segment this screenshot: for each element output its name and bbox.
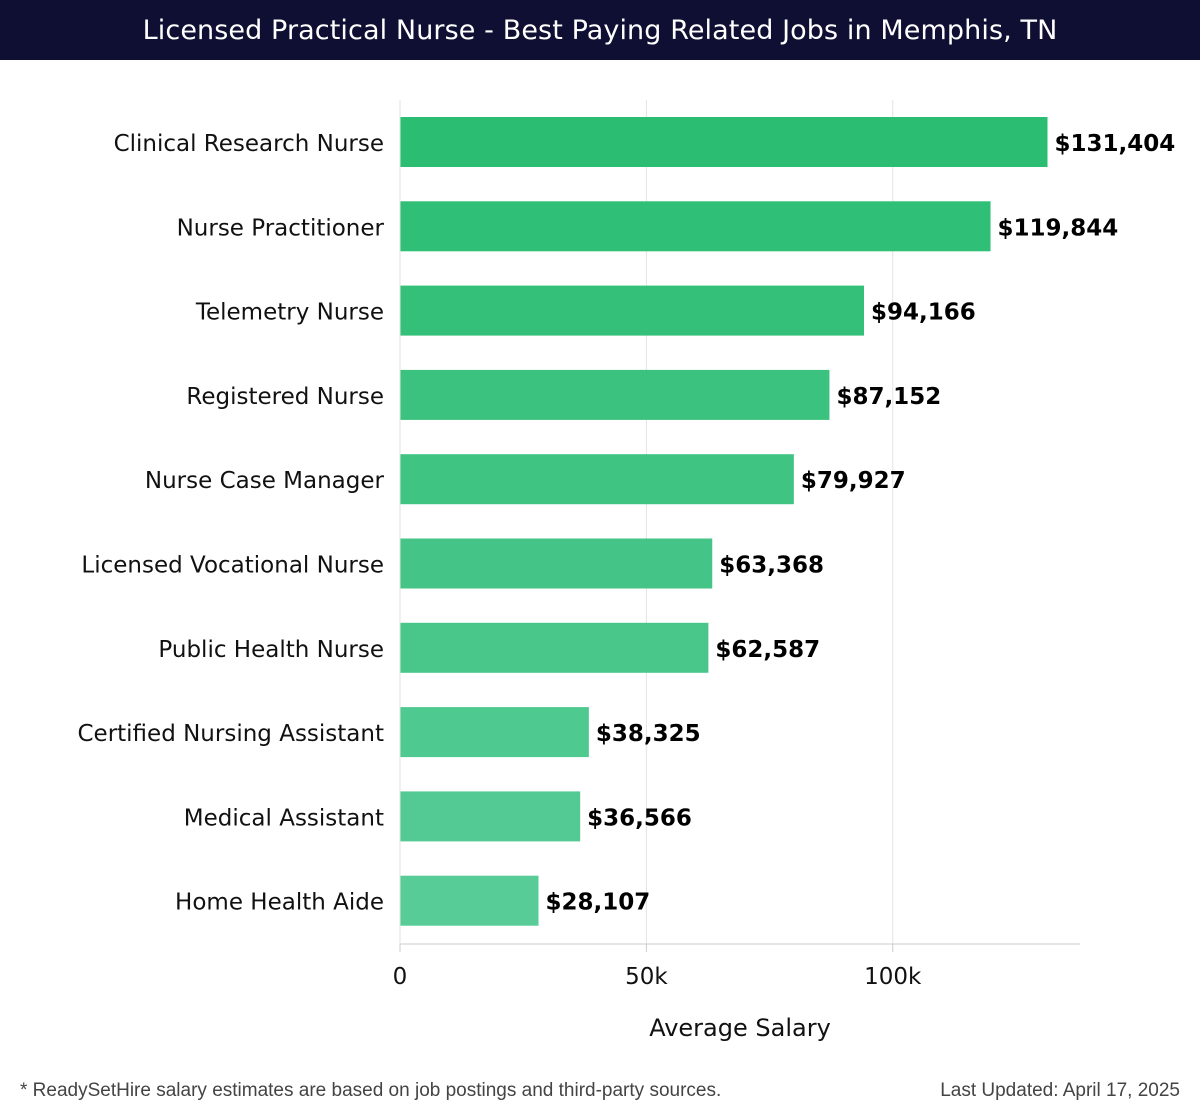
category-label: Nurse Case Manager bbox=[145, 468, 385, 494]
bar bbox=[400, 791, 581, 842]
bar bbox=[400, 117, 1048, 167]
category-label: Clinical Research Nurse bbox=[114, 131, 384, 157]
data-label: $79,927 bbox=[801, 468, 906, 494]
category-label: Certified Nursing Assistant bbox=[77, 721, 384, 747]
data-label: $131,404 bbox=[1054, 131, 1175, 157]
last-updated: Last Updated: April 17, 2025 bbox=[940, 1080, 1180, 1101]
bar bbox=[400, 538, 713, 589]
category-label: Home Health Aide bbox=[175, 890, 384, 916]
x-axis-title: Average Salary bbox=[649, 1014, 831, 1042]
data-label: $36,566 bbox=[587, 805, 692, 831]
x-tick-label: 100k bbox=[864, 964, 922, 990]
data-label: $119,844 bbox=[998, 215, 1119, 241]
bar bbox=[400, 369, 830, 420]
x-tick-label: 0 bbox=[393, 964, 408, 990]
data-label: $62,587 bbox=[715, 637, 820, 663]
category-labels: Clinical Research Nurse Nurse Practitione… bbox=[77, 131, 384, 916]
bar bbox=[400, 454, 794, 505]
salary-bar-chart: Clinical Research Nurse Nurse Practitione… bbox=[77, 100, 1175, 1042]
data-label: $28,107 bbox=[545, 890, 650, 916]
data-label: $87,152 bbox=[836, 384, 941, 410]
category-label: Public Health Nurse bbox=[158, 637, 384, 663]
bar bbox=[400, 285, 865, 336]
data-label: $63,368 bbox=[719, 553, 824, 579]
category-label: Licensed Vocational Nurse bbox=[81, 553, 384, 579]
bar bbox=[400, 622, 709, 673]
chart-title: Licensed Practical Nurse - Best Paying R… bbox=[0, 0, 1200, 60]
bar bbox=[400, 201, 991, 252]
category-label: Medical Assistant bbox=[184, 805, 384, 831]
bars bbox=[400, 117, 1048, 926]
bar bbox=[400, 707, 589, 758]
category-label: Nurse Practitioner bbox=[177, 215, 385, 241]
value-labels: $131,404 $119,844 $94,166 $87,152 $79,927 $63… bbox=[545, 131, 1175, 916]
x-tick-label: 50k bbox=[625, 964, 668, 990]
category-label: Registered Nurse bbox=[186, 384, 384, 410]
footnote: * ReadySetHire salary estimates are base… bbox=[20, 1080, 722, 1101]
data-label: $38,325 bbox=[596, 721, 701, 747]
data-label: $94,166 bbox=[871, 300, 976, 326]
category-label: Telemetry Nurse bbox=[195, 300, 384, 326]
bar bbox=[400, 875, 539, 926]
x-axis: 0 50k 100k bbox=[393, 100, 1080, 990]
